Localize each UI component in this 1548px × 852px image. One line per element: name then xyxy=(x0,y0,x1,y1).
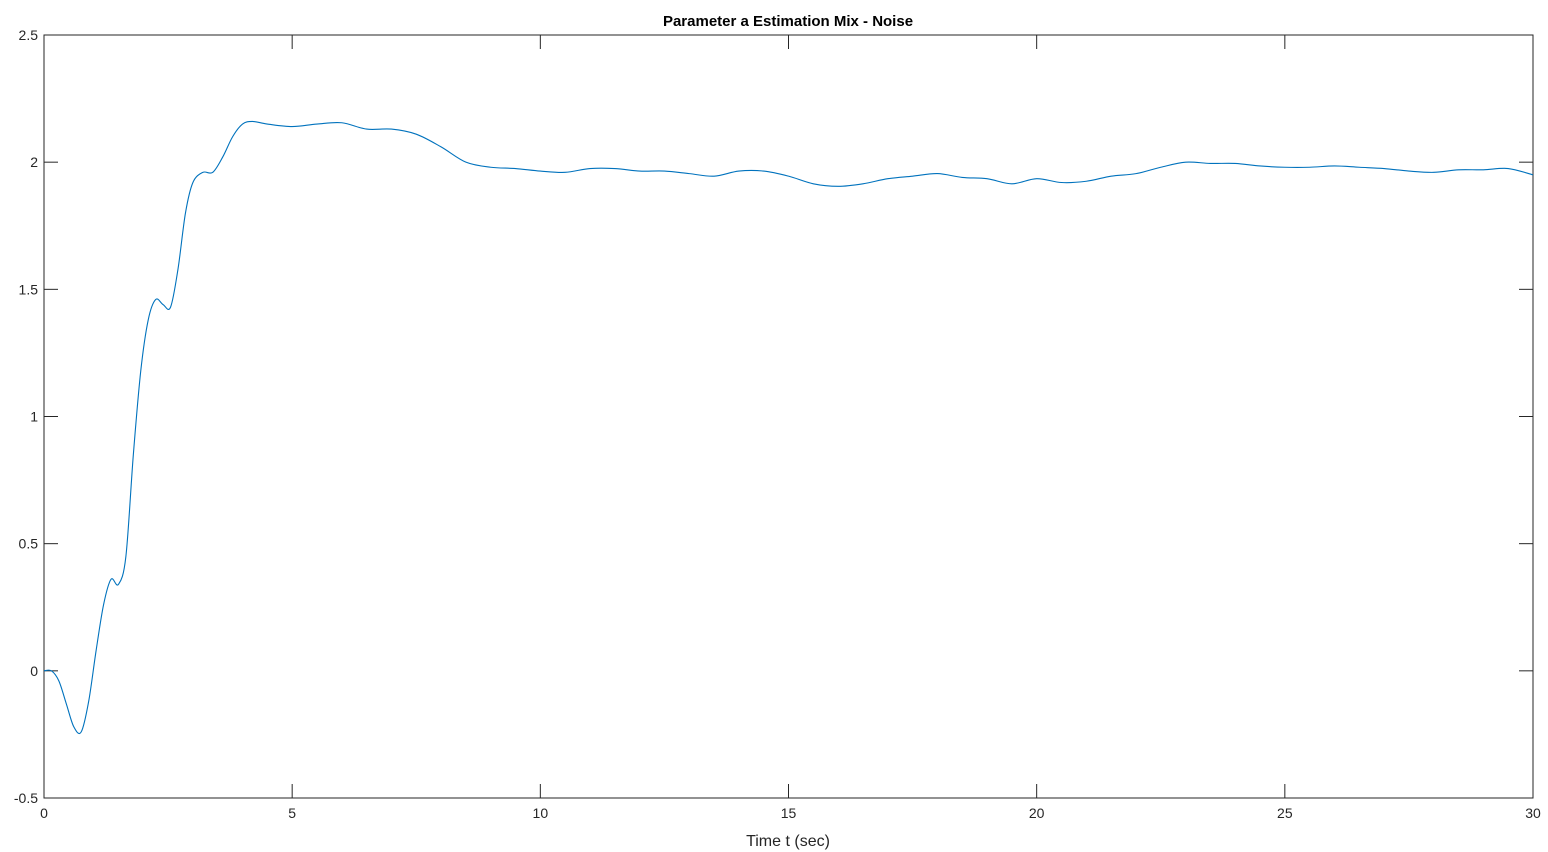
series-line-parameter-a xyxy=(43,120,1534,735)
x-tick-label: 30 xyxy=(1525,805,1541,821)
y-tick-label: 0 xyxy=(30,663,38,679)
x-tick-label: 0 xyxy=(40,805,48,821)
x-tick-label: 25 xyxy=(1277,805,1293,821)
chart-title: Parameter a Estimation Mix - Noise xyxy=(663,13,913,30)
x-tick-label: 20 xyxy=(1029,805,1045,821)
ticks-layer xyxy=(43,34,1534,799)
x-axis-label: Time t (sec) xyxy=(746,833,830,850)
x-tick-label: 5 xyxy=(288,805,296,821)
y-tick-label: 0.5 xyxy=(19,536,39,552)
y-tick-label: 2 xyxy=(30,154,38,170)
y-tick-label: 1 xyxy=(30,409,38,425)
tick-labels-layer: 0 5 10 15 20 25 30-0.500.511.522.5 xyxy=(14,27,1541,821)
y-tick-label: -0.5 xyxy=(14,790,38,806)
x-tick-label: 15 xyxy=(781,805,797,821)
y-tick-label: 2.5 xyxy=(19,27,39,43)
plot-area-frame xyxy=(43,34,1534,799)
x-tick-label: 10 xyxy=(533,805,549,821)
y-tick-label: 1.5 xyxy=(19,281,39,297)
